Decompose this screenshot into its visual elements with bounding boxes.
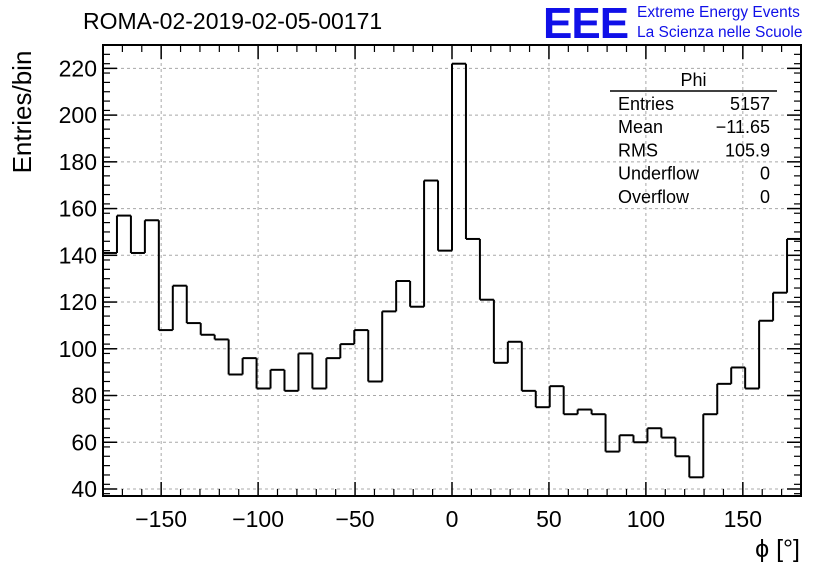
x-tick-label: 0 (446, 506, 459, 532)
x-tick-label: −150 (135, 506, 187, 532)
y-tick-label: 200 (59, 102, 97, 128)
y-tick-label: 160 (59, 196, 97, 222)
stats-value: 105.9 (725, 140, 770, 160)
logo-line-2: La Scienza nelle Scuole (637, 24, 803, 41)
x-tick-label: −50 (336, 506, 375, 532)
y-tick-label: 60 (71, 429, 97, 455)
y-tick-label: 120 (59, 289, 97, 315)
logo-line-1: Extreme Energy Events (637, 4, 800, 21)
stats-value: −11.65 (716, 117, 770, 137)
y-tick-label: 140 (59, 242, 97, 268)
plot-frame (102, 44, 802, 497)
stats-value: 0 (760, 187, 770, 207)
stats-label: Mean (618, 117, 663, 137)
y-tick-label: 180 (59, 149, 97, 175)
x-axis-label: ϕ [°] (755, 535, 800, 563)
stats-label: Entries (618, 94, 674, 114)
y-tick-label: 220 (59, 55, 97, 81)
y-tick-label: 40 (71, 476, 97, 502)
stats-value: 0 (760, 164, 770, 184)
x-tick-label: −100 (232, 506, 284, 532)
stats-label: RMS (618, 140, 658, 160)
stats-label: Overflow (618, 187, 690, 207)
y-tick-label: 80 (71, 383, 97, 409)
stats-title: Phi (680, 70, 706, 90)
stats-value: 5157 (730, 94, 770, 114)
stats-box: Phi Entries 5157 Mean −11.65 RMS 105.9 Underflo… (610, 70, 777, 207)
x-tick-label: 100 (627, 506, 665, 532)
logo-caption: Extreme Energy Events La Scienza nelle S… (637, 3, 802, 43)
y-tick-label: 100 (59, 336, 97, 362)
chart-title: ROMA-02-2019-02-05-00171 (83, 8, 383, 34)
x-tick-label: 50 (536, 506, 562, 532)
tick-labels: −150 −100 −50 0 50 100 150 40 60 80 100 120 140 160 18… (59, 55, 762, 532)
y-axis-label: Entries/bin (7, 51, 37, 174)
histogram-bins (103, 62, 801, 479)
stats-label: Underflow (618, 164, 700, 184)
x-tick-label: 150 (724, 506, 762, 532)
eee-logo: EEE (543, 0, 629, 48)
